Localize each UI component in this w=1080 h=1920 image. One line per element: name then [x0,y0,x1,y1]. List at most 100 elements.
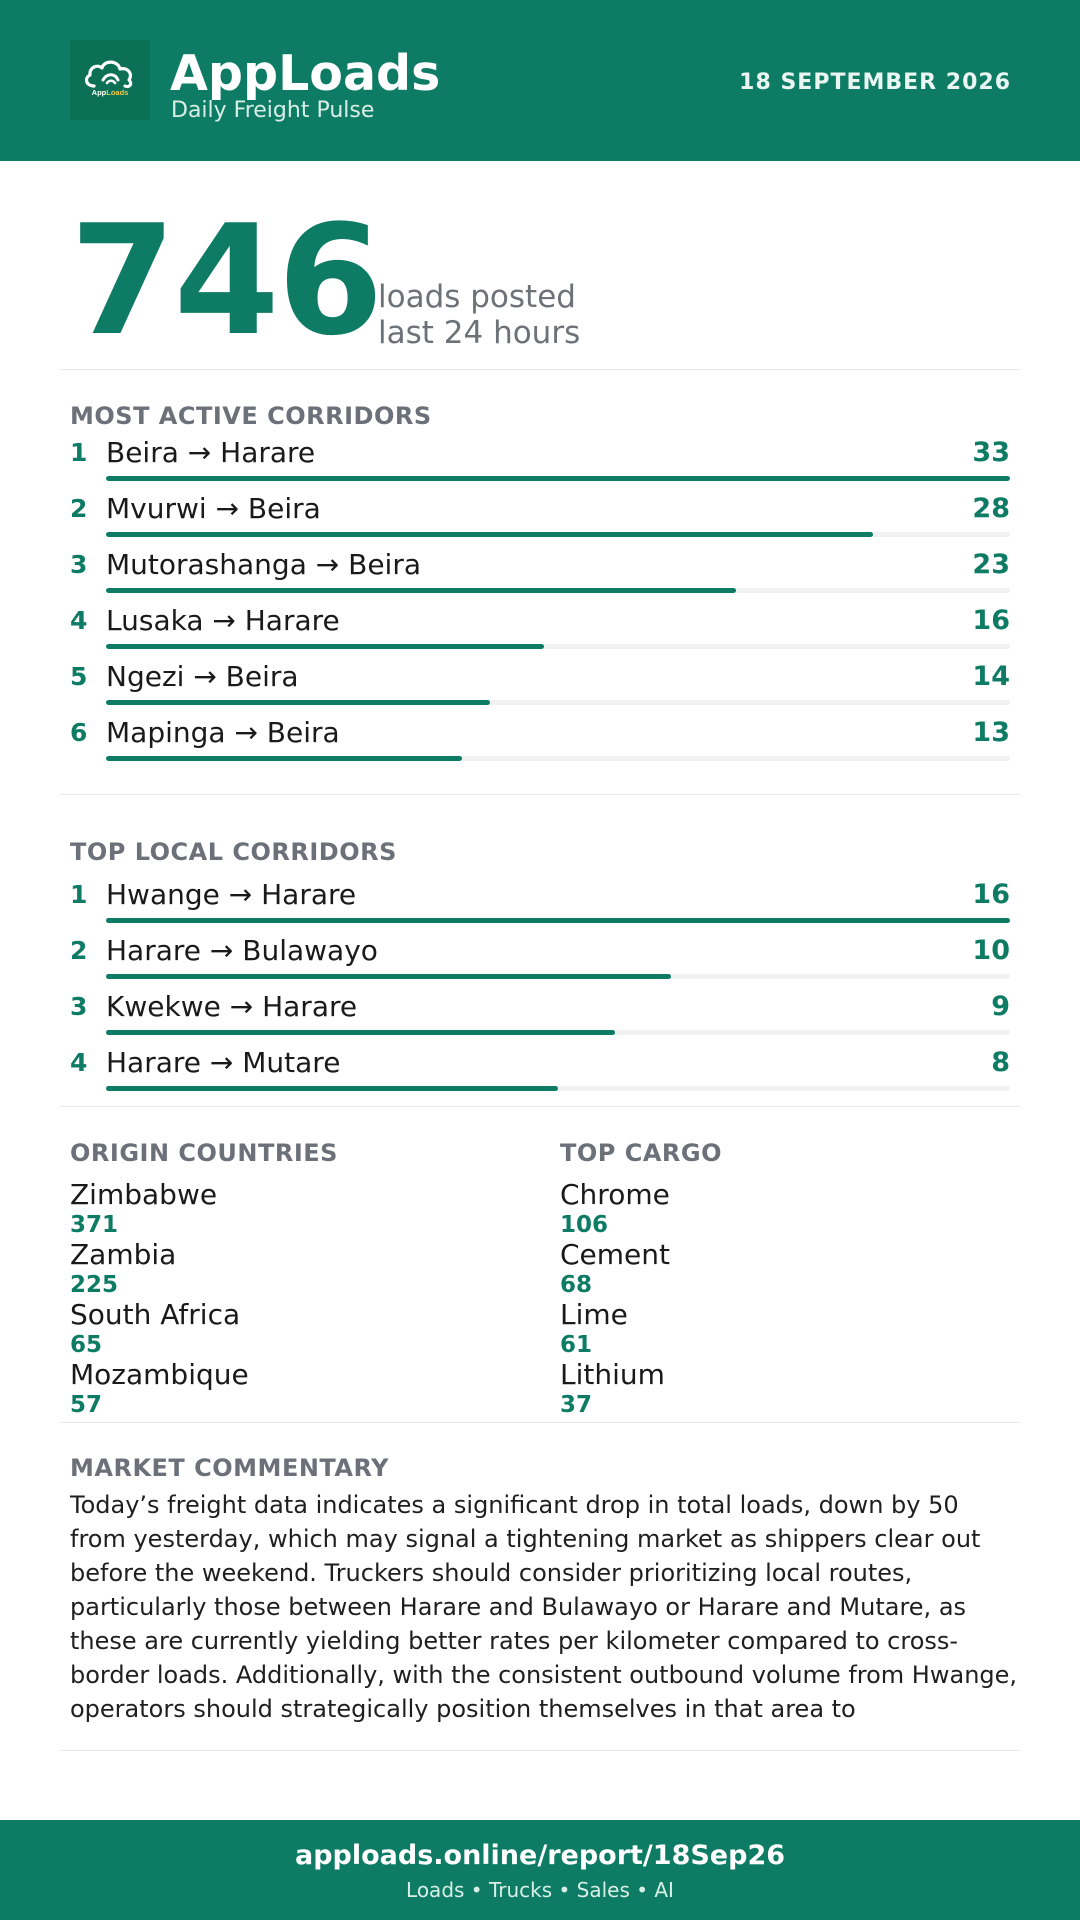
corridor-route: Mvurwi → Beira [106,492,321,525]
stat-item: Lime 61 [560,1299,1020,1359]
top-cargo-title: TOP CARGO [560,1139,722,1167]
corridor-rank: 1 [70,438,88,467]
corridor-row: 4 Harare → Mutare 8 [0,1042,1080,1098]
commentary-text: Today’s freight data indicates a signifi… [70,1491,1018,1723]
corridor-route: Ngezi → Beira [106,660,299,693]
total-loads-label: loads posted last 24 hours [378,279,580,351]
corridor-route: Harare → Bulawayo [106,934,378,967]
corridor-bar-track [106,1030,1010,1035]
header-bar: AppLoads AppLoads Daily Freight Pulse 18… [0,0,1080,161]
corridor-row: 6 Mapinga → Beira 13 [0,712,1080,768]
corridor-bar-fill [106,588,737,593]
stat-value: 61 [560,1332,593,1358]
divider [60,1106,1020,1107]
stat-item: Zimbabwe 371 [70,1179,530,1239]
corridor-bar-fill [106,918,1010,923]
divider [60,794,1020,795]
corridor-bar-fill [106,756,463,761]
corridor-rank: 5 [70,662,88,691]
corridor-load-count: 23 [972,549,1010,580]
stat-value: 37 [560,1392,593,1418]
stat-item: Cement 68 [560,1239,1020,1299]
corridor-rank: 3 [70,550,88,579]
corridor-route: Hwange → Harare [106,878,357,911]
stat-item: South Africa 65 [70,1299,530,1359]
corridor-row: 3 Mutorashanga → Beira 23 [0,544,1080,600]
apploads-logo: AppLoads [70,40,150,120]
corridor-row: 3 Kwekwe → Harare 9 [0,986,1080,1042]
corridor-rank: 4 [70,1048,88,1077]
corridor-bar-fill [106,1030,615,1035]
corridor-rank: 6 [70,718,88,747]
stat-item: Mozambique 57 [70,1359,530,1419]
top-local-title: TOP LOCAL CORRIDORS [70,838,397,866]
corridor-row: 5 Ngezi → Beira 14 [0,656,1080,712]
corridor-row: 2 Harare → Bulawayo 10 [0,930,1080,986]
stat-name: Mozambique [70,1358,249,1391]
corridor-load-count: 10 [972,935,1010,966]
stat-name: Zambia [70,1238,177,1271]
corridor-bar-track [106,532,1010,537]
divider [60,1750,1020,1751]
top-cargo-list: Chrome 106 Cement 68 Lime 61 Lithium 37 [560,1179,1020,1419]
corridor-row: 2 Mvurwi → Beira 28 [0,488,1080,544]
corridor-bar-track [106,1086,1010,1091]
corridor-bar-fill [106,476,1010,481]
corridor-load-count: 14 [972,661,1010,692]
corridor-rank: 4 [70,606,88,635]
stat-name: Lime [560,1298,628,1331]
total-loads-value: 746 [70,192,383,369]
svg-text:AppLoads: AppLoads [92,88,129,97]
report-date: 18 SEPTEMBER 2026 [739,70,1011,95]
stat-value: 65 [70,1332,103,1358]
corridor-rank: 1 [70,880,88,909]
corridor-bar-track [106,974,1010,979]
corridor-rank: 3 [70,992,88,1021]
corridor-bar-fill [106,644,545,649]
corridor-bar-fill [106,1086,558,1091]
corridor-bar-track [106,918,1010,923]
corridor-row: 1 Beira → Harare 33 [0,432,1080,488]
total-loads-label-line2: last 24 hours [378,315,581,351]
brand-name: AppLoads [170,45,441,102]
corridor-bar-fill [106,532,874,537]
stat-item: Lithium 37 [560,1359,1020,1419]
stat-name: Zimbabwe [70,1178,218,1211]
corridor-row: 1 Hwange → Harare 16 [0,874,1080,930]
corridor-route: Beira → Harare [106,436,316,469]
corridor-route: Mapinga → Beira [106,716,340,749]
footer-services: Loads • Trucks • Sales • AI [406,1878,674,1902]
corridor-route: Harare → Mutare [106,1046,341,1079]
corridor-load-count: 16 [972,879,1010,910]
report-link[interactable]: apploads.online/report/18Sep26 [294,1840,786,1871]
stat-value: 225 [70,1272,119,1298]
top-cargo-column: TOP CARGO Chrome 106 Cement 68 Lime 61 Lithium… [560,1139,1020,1419]
corridor-bar-track [106,588,1010,593]
divider [60,369,1020,370]
corridor-load-count: 33 [972,437,1010,468]
corridor-row: 4 Lusaka → Harare 16 [0,600,1080,656]
corridor-route: Lusaka → Harare [106,604,340,637]
corridor-bar-fill [106,700,490,705]
brand-tagline: Daily Freight Pulse [171,98,375,123]
origin-countries-title: ORIGIN COUNTRIES [70,1139,338,1167]
stat-name: South Africa [70,1298,241,1331]
corridor-route: Kwekwe → Harare [106,990,358,1023]
corridor-bar-track [106,644,1010,649]
stat-name: Chrome [560,1178,670,1211]
corridor-rank: 2 [70,936,88,965]
stat-value: 57 [70,1392,103,1418]
stat-name: Lithium [560,1358,665,1391]
most-active-title: MOST ACTIVE CORRIDORS [70,402,432,430]
stat-value: 106 [560,1212,609,1238]
origin-countries-column: ORIGIN COUNTRIES Zimbabwe 371 Zambia 225 Sou… [70,1139,530,1419]
stat-value: 68 [560,1272,593,1298]
stat-name: Cement [560,1238,671,1271]
commentary-title: MARKET COMMENTARY [70,1454,390,1482]
stat-item: Chrome 106 [560,1179,1020,1239]
divider [60,1422,1020,1423]
cloud-logo-icon: AppLoads [84,60,133,97]
corridor-load-count: 28 [972,493,1010,524]
stat-value: 371 [70,1212,119,1238]
total-loads-label-line1: loads posted [378,279,576,315]
